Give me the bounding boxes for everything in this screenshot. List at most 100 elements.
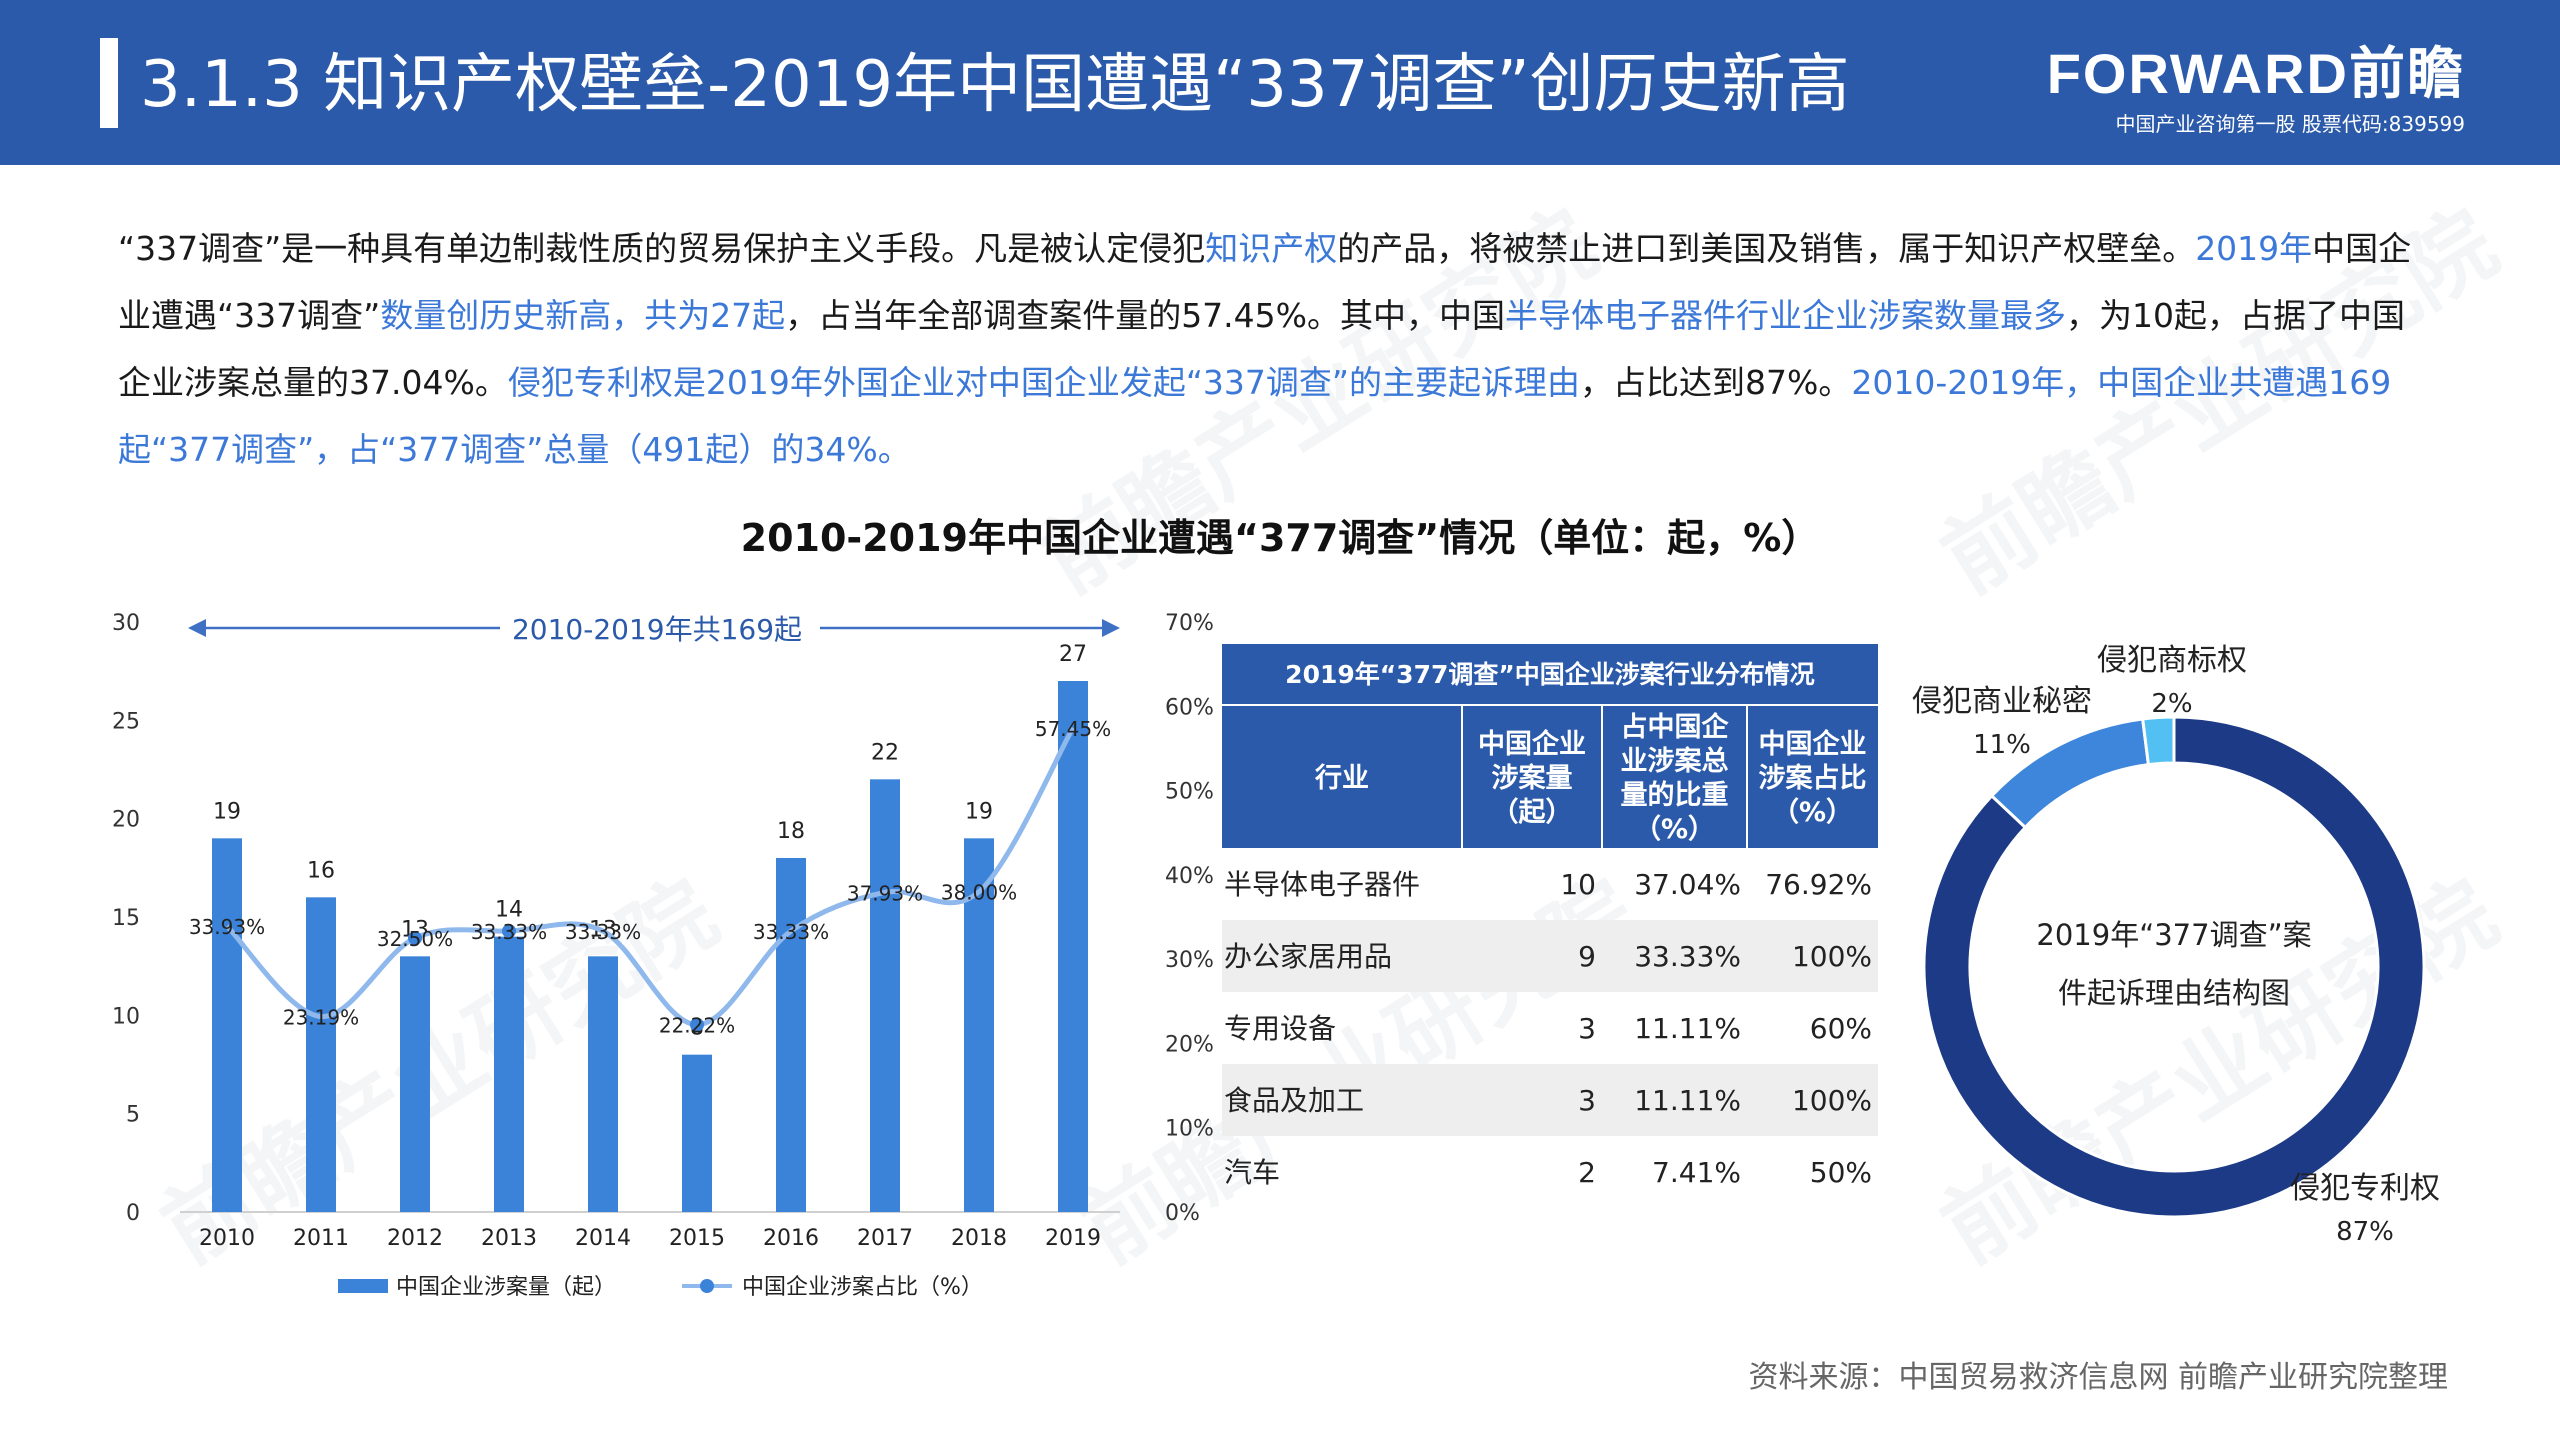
- x-tick-label: 2012: [387, 1226, 443, 1251]
- table-cell: 60%: [1810, 1012, 1872, 1045]
- ratio-series-line: [225, 726, 1076, 1028]
- x-tick-label: 2018: [951, 1226, 1007, 1251]
- ratio-value-label: 32.50%: [377, 927, 453, 951]
- table-cell: 11.11%: [1634, 1012, 1741, 1045]
- table-cell: 办公家居用品: [1224, 940, 1392, 973]
- table-cell: 汽车: [1224, 1156, 1280, 1189]
- y2-tick-label: 0%: [1165, 1201, 1200, 1226]
- bar: [776, 858, 806, 1212]
- bar: [494, 936, 524, 1212]
- annotation-label: 2010-2019年共169起: [512, 613, 802, 646]
- table-row-stripe: [1222, 920, 1878, 992]
- ratio-value-label: 23.19%: [283, 1006, 359, 1030]
- table-title-bar: [1222, 644, 1878, 704]
- donut-slice-name: 侵犯专利权: [2290, 1171, 2440, 1206]
- donut-slice-value: 2%: [2151, 689, 2192, 719]
- donut-center-title: 件起诉理由结构图: [2058, 976, 2290, 1010]
- bar-value-label: 18: [777, 819, 805, 844]
- intro-text: ，为10起，占据了中国企业涉案总量的37.04%。: [118, 296, 2406, 402]
- table-header-cell: 业涉案总: [1621, 745, 1729, 777]
- table-cell: 半导体电子器件: [1224, 868, 1420, 901]
- intro-highlight: 2010-2019年，中国企业共遭遇169起“377调查”，占“377调查”总量…: [118, 363, 2392, 469]
- donut-slice: [1922, 715, 2426, 1219]
- intro-highlight: 知识产权: [1205, 229, 1338, 268]
- table-title: 2019年“377调查”中国企业涉案行业分布情况: [1285, 660, 1815, 689]
- ratio-value-label: 33.33%: [565, 920, 641, 944]
- chart-title: 2010-2019年中国企业遭遇“377调查”情况（单位：起，%）: [740, 516, 1820, 560]
- donut-slice-value: 11%: [1973, 730, 2031, 760]
- bar-value-label: 16: [307, 858, 335, 883]
- bar: [870, 779, 900, 1212]
- y2-tick-label: 70%: [1165, 611, 1214, 636]
- table-header-cell: （起）: [1492, 797, 1573, 828]
- ratio-value-label: 57.45%: [1035, 717, 1111, 741]
- legend-label-line: 中国企业涉案占比（%）: [742, 1275, 983, 1300]
- x-tick-label: 2017: [857, 1226, 913, 1251]
- legend-label-bar: 中国企业涉案量（起）: [396, 1275, 616, 1300]
- intro-highlight: 侵犯专利权是2019年外国企业对中国企业发起“337调查”的主要起诉理由: [507, 363, 1581, 402]
- table-cell: 9: [1578, 940, 1596, 973]
- table-cell: 2: [1578, 1156, 1596, 1189]
- source-note: 资料来源：中国贸易救济信息网 前瞻产业研究院整理: [1748, 1360, 2448, 1395]
- bar: [1058, 681, 1088, 1212]
- ratio-value-label: 33.93%: [189, 915, 265, 939]
- table-cell: 10: [1560, 868, 1596, 901]
- table-header-cell: 涉案占比: [1759, 762, 1867, 794]
- y2-tick-label: 40%: [1165, 864, 1214, 889]
- bar: [306, 897, 336, 1212]
- table-header-cell: 占中国企: [1621, 711, 1730, 743]
- table-header-cell: 中国企业: [1478, 728, 1586, 760]
- table-cell: 食品及加工: [1224, 1084, 1364, 1117]
- page-title: 3.1.3 知识产权壁垒-2019年中国遭遇“337调查”创历史新高: [140, 48, 1850, 122]
- donut-slice: [2140, 715, 2176, 767]
- table-header-cell: （%）: [1634, 814, 1715, 845]
- table-cell: 37.04%: [1634, 868, 1741, 901]
- x-tick-label: 2014: [575, 1226, 631, 1251]
- header-banner: 3.1.3 知识产权壁垒-2019年中国遭遇“337调查”创历史新高 FORWA…: [0, 0, 2560, 165]
- y2-tick-label: 60%: [1165, 695, 1214, 720]
- logo-subline: 中国产业咨询第一股 股票代码:839599: [2115, 112, 2465, 136]
- x-tick-label: 2019: [1045, 1226, 1101, 1251]
- y-tick-label: 10: [112, 1004, 140, 1029]
- bar: [682, 1054, 712, 1212]
- intro-text: ，占比达到87%。: [1580, 363, 1852, 402]
- annotation-arrow-left: [188, 619, 206, 637]
- intro-highlight: 半导体电子器件行业企业涉案数量最多: [1505, 296, 2067, 335]
- bar-value-label: 19: [965, 799, 993, 824]
- y-tick-label: 25: [112, 709, 140, 734]
- intro-highlight: 2019年: [2195, 229, 2313, 268]
- bar-value-label: 19: [213, 799, 241, 824]
- table-header-cell: 量的比重: [1621, 779, 1729, 811]
- forward-logo: FORWARD前瞻: [2046, 42, 2465, 105]
- table-cell: 100%: [1792, 1084, 1872, 1117]
- intro-text: “337调查”是一种具有单边制裁性质的贸易保护主义手段。凡是被认定侵犯: [118, 229, 1206, 268]
- annotation-arrow-right: [1102, 619, 1120, 637]
- table-header-cell: 行业: [1314, 762, 1369, 794]
- x-tick-label: 2011: [293, 1226, 349, 1251]
- bar-value-label: 22: [871, 740, 899, 765]
- y2-tick-label: 30%: [1165, 948, 1214, 973]
- bar: [588, 956, 618, 1212]
- ratio-value-label: 37.93%: [847, 881, 923, 905]
- y-tick-label: 30: [112, 611, 140, 636]
- legend-swatch-point: [700, 1279, 714, 1293]
- ratio-point: [690, 1017, 704, 1032]
- intro-highlight: 数量创历史新高，共为27起: [380, 296, 786, 335]
- title-accent-bar: [100, 38, 118, 128]
- table-cell: 33.33%: [1634, 940, 1741, 973]
- table-header-cell: （%）: [1772, 797, 1853, 828]
- y2-tick-label: 20%: [1165, 1032, 1214, 1057]
- table-cell: 50%: [1810, 1156, 1872, 1189]
- donut-slice-name: 侵犯商业秘密: [1912, 684, 2092, 719]
- intro-text: 中国企业遭遇“337调查”: [118, 229, 2412, 335]
- ratio-point: [408, 931, 422, 946]
- ratio-value-label: 22.22%: [659, 1014, 735, 1038]
- intro-text: ，占当年全部调查案件量的57.45%。其中，中国: [785, 296, 1506, 335]
- bar: [212, 838, 242, 1212]
- x-tick-label: 2010: [199, 1226, 255, 1251]
- intro-text: 的产品，将被禁止进口到美国及销售，属于知识产权壁垒。: [1337, 229, 2196, 268]
- table-row-stripe: [1222, 1064, 1878, 1136]
- y-tick-label: 0: [126, 1201, 140, 1226]
- donut-center-title: 2019年“377调查”案: [2036, 918, 2311, 952]
- ratio-value-label: 33.33%: [471, 920, 547, 944]
